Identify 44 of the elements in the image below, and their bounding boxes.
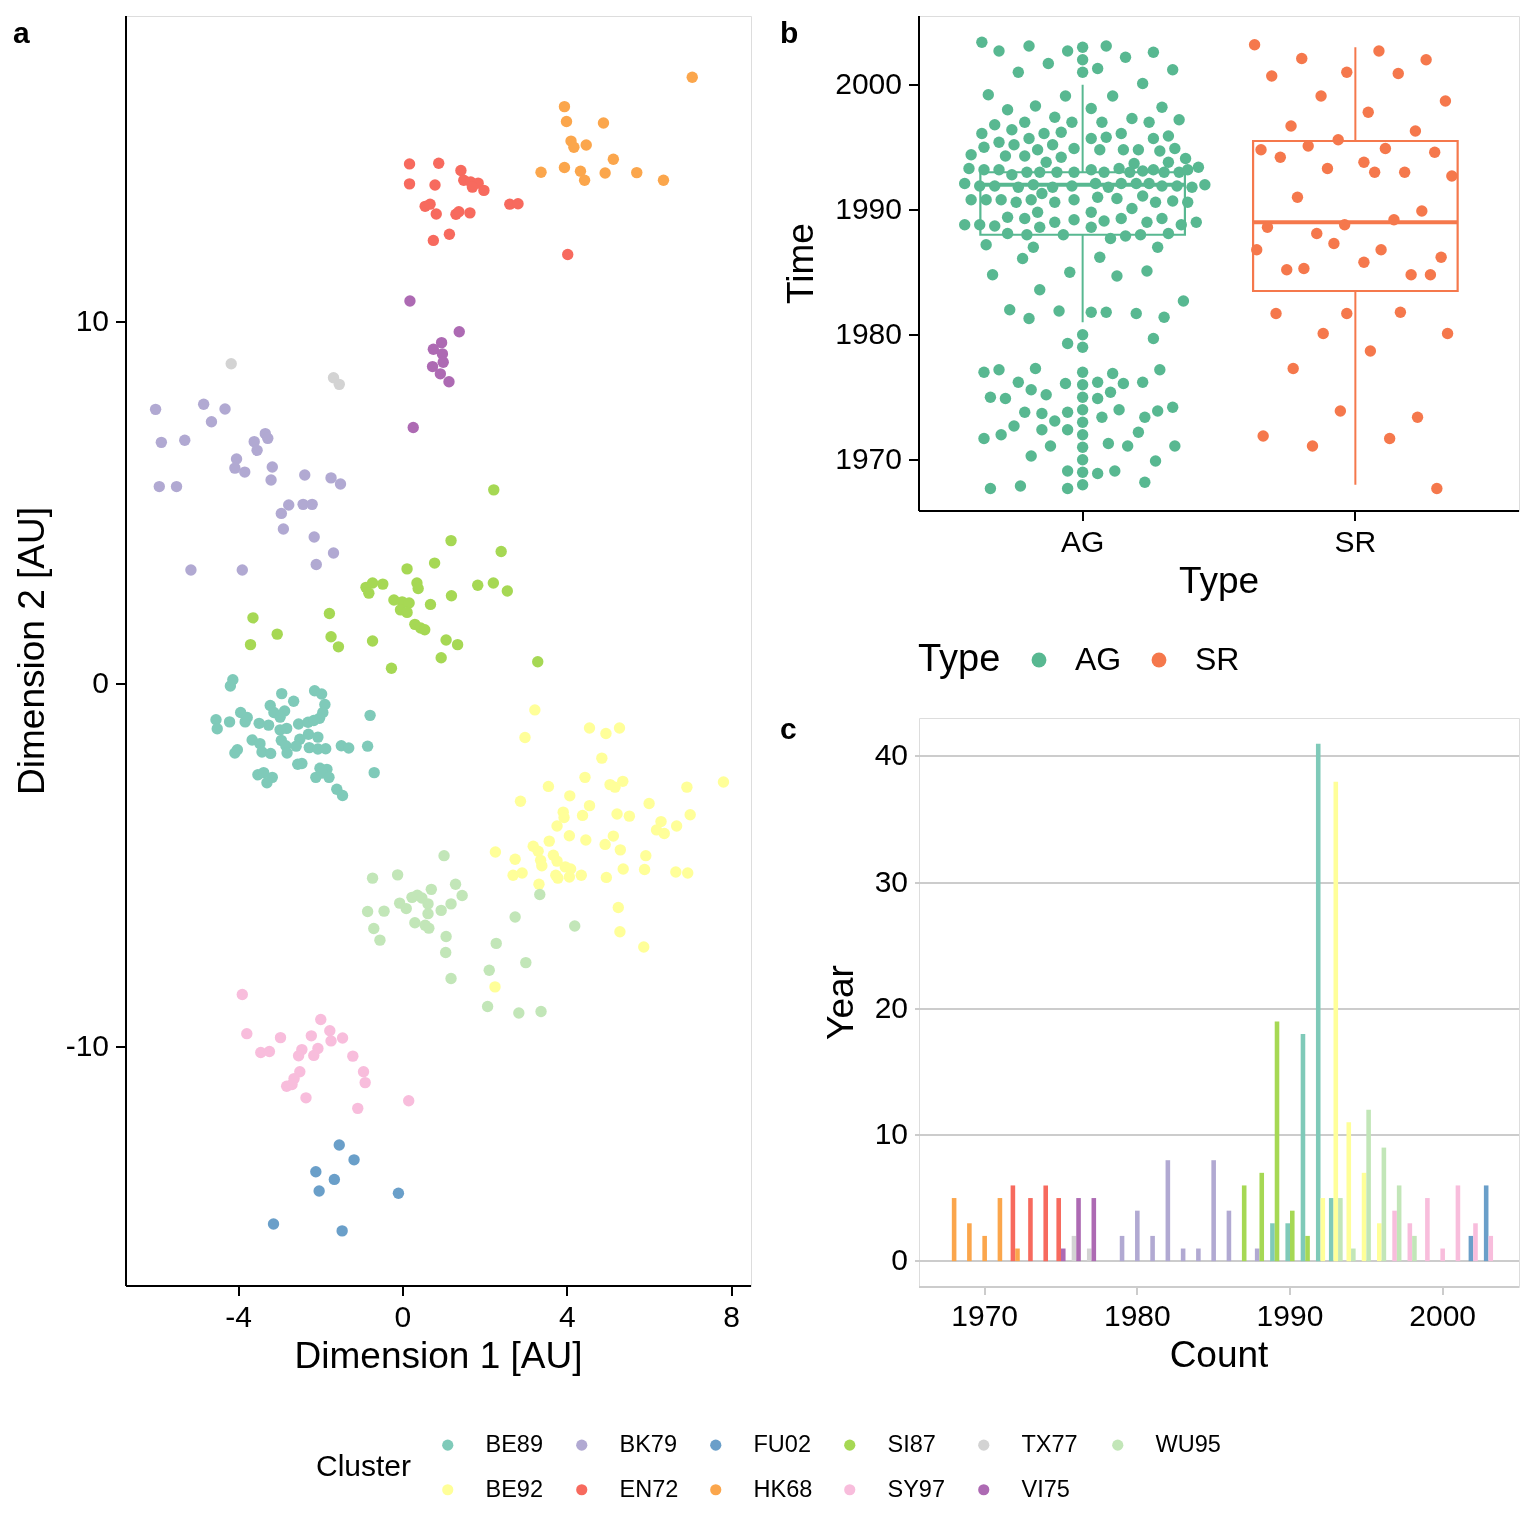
x-tick-label: -4 — [225, 1300, 252, 1333]
legend-label: SI87 — [887, 1431, 936, 1458]
x-tick-label: 1990 — [1256, 1299, 1324, 1332]
legend-label: SY97 — [887, 1475, 945, 1502]
legend-title: Type — [918, 637, 1001, 679]
x-tick-label: 0 — [394, 1300, 412, 1333]
y-tick-label: 0 — [891, 1243, 908, 1277]
legend-title: Cluster — [316, 1449, 412, 1482]
y-tick-label: 1970 — [835, 441, 902, 475]
legend-label: FU02 — [753, 1431, 811, 1458]
y-axis-title: Year — [819, 965, 861, 1040]
chart-title: a — [13, 16, 30, 49]
x-tick-label: 4 — [558, 1300, 576, 1333]
legend-label: TX77 — [1021, 1431, 1078, 1458]
x-tick-label: 2000 — [1409, 1299, 1477, 1332]
legend-label: EN72 — [619, 1475, 679, 1502]
legend-label: BE89 — [485, 1431, 543, 1458]
y-tick-label: 10 — [874, 1116, 908, 1150]
x-axis-title: Type — [1178, 560, 1260, 601]
y-tick-label: 20 — [874, 990, 908, 1024]
y-tick-label: 10 — [75, 303, 109, 337]
x-tick-label: 8 — [723, 1300, 741, 1333]
x-tick-label: 1980 — [1103, 1299, 1171, 1332]
y-tick-label: 30 — [874, 864, 908, 898]
y-tick-label: 1990 — [835, 191, 902, 225]
legend-label: BK79 — [619, 1431, 677, 1458]
y-tick-label: 0 — [92, 666, 109, 700]
legend-label: VI75 — [1021, 1475, 1070, 1502]
legend-label: WU95 — [1155, 1431, 1221, 1458]
legend-label: AG — [1075, 641, 1122, 677]
x-tick-label: 1970 — [951, 1299, 1019, 1332]
chart-title: c — [780, 712, 797, 745]
y-tick-label: 1980 — [835, 316, 902, 350]
y-axis-title: Dimension 2 [AU] — [10, 507, 52, 795]
legend-label: SR — [1195, 641, 1240, 677]
legend-label: BE92 — [485, 1475, 543, 1502]
x-axis-title: Dimension 1 [AU] — [294, 1335, 583, 1376]
y-tick-label: 2000 — [835, 66, 902, 100]
chart-title: b — [780, 16, 799, 49]
legend-label: HK68 — [753, 1475, 813, 1502]
x-axis-title: Count — [1169, 1334, 1270, 1375]
y-axis-title: Time — [780, 223, 822, 304]
y-tick-label: -10 — [65, 1028, 109, 1062]
y-tick-label: 40 — [874, 738, 908, 772]
